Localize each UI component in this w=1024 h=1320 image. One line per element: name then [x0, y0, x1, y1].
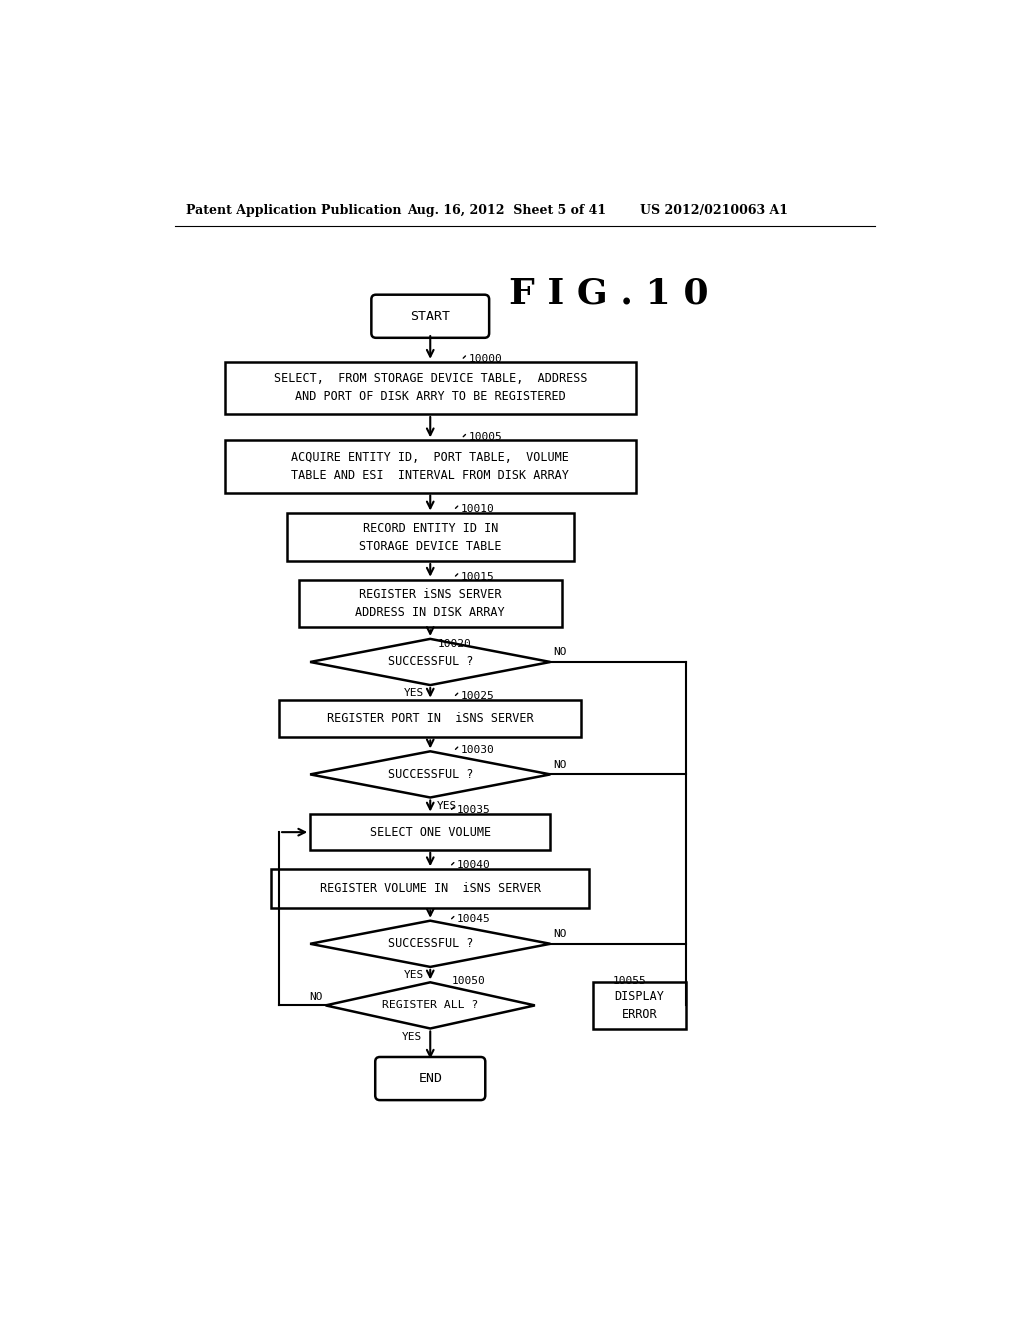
Polygon shape [326, 982, 535, 1028]
Text: 10050: 10050 [452, 977, 485, 986]
Text: NO: NO [554, 760, 567, 770]
Polygon shape [310, 639, 550, 685]
Text: REGISTER PORT IN  iSNS SERVER: REGISTER PORT IN iSNS SERVER [327, 713, 534, 726]
Text: SUCCESSFUL ?: SUCCESSFUL ? [387, 768, 473, 781]
Text: NO: NO [554, 929, 567, 940]
Text: YES: YES [402, 1032, 423, 1041]
Bar [310, 814, 550, 850]
Text: F I G . 1 0: F I G . 1 0 [509, 276, 709, 310]
Text: 10025: 10025 [461, 690, 495, 701]
Text: END: END [418, 1072, 442, 1085]
Text: YES: YES [436, 800, 457, 810]
Text: ACQUIRE ENTITY ID,  PORT TABLE,  VOLUME
TABLE AND ESI  INTERVAL FROM DISK ARRAY: ACQUIRE ENTITY ID, PORT TABLE, VOLUME TA… [291, 451, 569, 482]
Text: 10005: 10005 [468, 432, 502, 442]
Bar [225, 441, 636, 492]
Text: 10000: 10000 [468, 354, 502, 363]
FancyBboxPatch shape [372, 294, 489, 338]
Text: RECORD ENTITY ID IN
STORAGE DEVICE TABLE: RECORD ENTITY ID IN STORAGE DEVICE TABLE [359, 521, 502, 553]
Text: US 2012/0210063 A1: US 2012/0210063 A1 [640, 205, 787, 218]
Text: NO: NO [554, 647, 567, 657]
Text: SUCCESSFUL ?: SUCCESSFUL ? [387, 656, 473, 668]
Text: REGISTER VOLUME IN  iSNS SERVER: REGISTER VOLUME IN iSNS SERVER [319, 882, 541, 895]
Text: 10055: 10055 [612, 977, 646, 986]
Bar [271, 869, 589, 908]
Bar [287, 513, 573, 561]
Bar [225, 362, 636, 414]
Text: 10015: 10015 [461, 572, 495, 582]
Text: REGISTER ALL ?: REGISTER ALL ? [382, 1001, 478, 1010]
Text: 10045: 10045 [457, 915, 490, 924]
Text: 10030: 10030 [461, 744, 495, 755]
Polygon shape [310, 751, 550, 797]
Text: 10040: 10040 [457, 861, 490, 870]
Polygon shape [310, 921, 550, 966]
Text: 10020: 10020 [438, 639, 472, 649]
Text: YES: YES [403, 688, 424, 698]
Text: 10010: 10010 [461, 504, 495, 513]
Text: SELECT ONE VOLUME: SELECT ONE VOLUME [370, 825, 490, 838]
Text: 10035: 10035 [457, 805, 490, 814]
Text: NO: NO [309, 993, 323, 1002]
Bar [593, 982, 686, 1028]
Text: SUCCESSFUL ?: SUCCESSFUL ? [387, 937, 473, 950]
Text: SELECT,  FROM STORAGE DEVICE TABLE,  ADDRESS
AND PORT OF DISK ARRY TO BE REGISTE: SELECT, FROM STORAGE DEVICE TABLE, ADDRE… [273, 372, 587, 404]
Text: YES: YES [403, 970, 424, 979]
Text: Patent Application Publication: Patent Application Publication [186, 205, 401, 218]
Text: REGISTER iSNS SERVER
ADDRESS IN DISK ARRAY: REGISTER iSNS SERVER ADDRESS IN DISK ARR… [355, 587, 505, 619]
Bar [299, 579, 562, 627]
FancyBboxPatch shape [375, 1057, 485, 1100]
Text: Aug. 16, 2012  Sheet 5 of 41: Aug. 16, 2012 Sheet 5 of 41 [407, 205, 606, 218]
Text: DISPLAY
ERROR: DISPLAY ERROR [614, 990, 665, 1020]
Text: START: START [411, 310, 451, 323]
Bar [280, 701, 582, 738]
